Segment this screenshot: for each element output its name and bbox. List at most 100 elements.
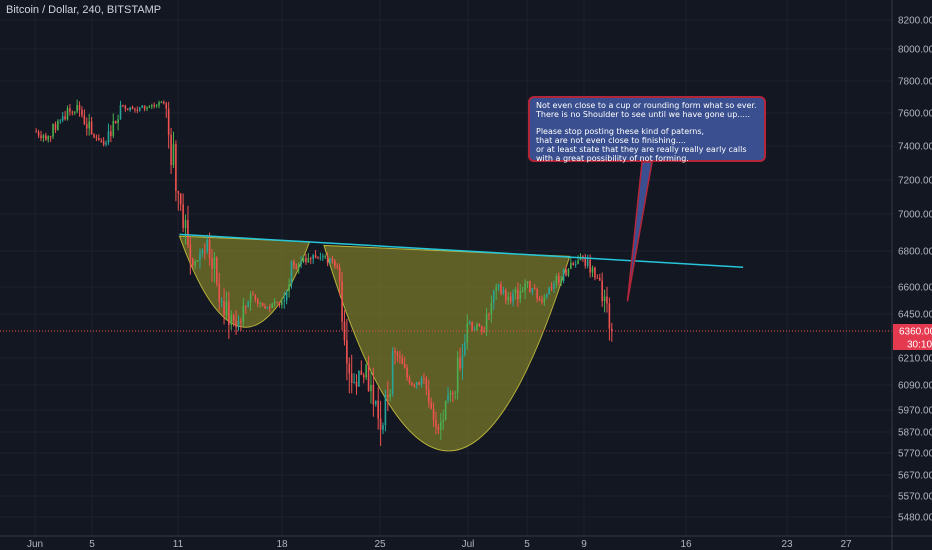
candle-body	[228, 301, 230, 325]
time-tick-label: 5	[524, 539, 530, 550]
candle-body	[189, 244, 192, 259]
candle-body	[377, 400, 379, 419]
candle-body	[211, 258, 213, 269]
candle-body	[358, 370, 360, 387]
candle-body	[305, 257, 307, 263]
candle-body	[471, 322, 473, 330]
candle-body	[432, 408, 435, 420]
candle-body	[85, 124, 88, 129]
time-tick-label: 27	[840, 539, 852, 550]
price-tick-label: 6800.00	[898, 247, 932, 258]
candle-body	[184, 220, 187, 228]
candle-body	[461, 354, 464, 369]
candle-body	[545, 294, 548, 298]
candle-body	[119, 105, 122, 120]
candle-body	[396, 352, 399, 357]
price-tick-label: 7600.00	[898, 109, 932, 120]
candle-body	[223, 301, 225, 316]
price-tick-label: 5480.00	[898, 513, 932, 524]
candle-body	[269, 306, 271, 308]
candle-body	[61, 116, 64, 121]
price-tick-label: 5870.00	[898, 428, 932, 439]
candle-body	[338, 267, 341, 282]
candle-body	[93, 134, 95, 138]
candle-body	[473, 329, 476, 331]
candle-body	[572, 262, 575, 265]
candle-body	[81, 109, 83, 116]
candle-body	[266, 306, 269, 309]
candle-body	[379, 418, 382, 430]
candle-body	[290, 261, 293, 285]
candle-body	[232, 315, 235, 321]
candle-body	[240, 321, 242, 323]
candle-body	[247, 302, 249, 307]
candle-body	[321, 256, 324, 258]
candle-body	[459, 357, 461, 369]
candle-body	[117, 119, 119, 124]
candle-body	[76, 105, 78, 112]
candle-body	[548, 287, 550, 295]
candle-body	[261, 302, 264, 307]
candle-body	[259, 302, 261, 304]
candle-body	[136, 109, 139, 111]
candle-body	[517, 289, 519, 300]
callout-line: or at least state that they are really r…	[536, 145, 747, 154]
candle-body	[355, 381, 358, 387]
price-tick-label: 7200.00	[898, 176, 932, 187]
candle-body	[413, 385, 416, 387]
candle-body	[95, 137, 98, 139]
candle-body	[199, 253, 201, 261]
candle-body	[526, 281, 529, 284]
candle-body	[295, 265, 298, 269]
candle-body	[478, 324, 481, 327]
candle-body	[367, 364, 370, 392]
candle-body	[533, 288, 536, 290]
candle-body	[374, 400, 377, 405]
candle-body	[203, 250, 206, 252]
candle-body	[49, 136, 52, 138]
candle-body	[464, 342, 466, 355]
candle-body	[47, 136, 50, 140]
candle-body	[151, 105, 153, 107]
candle-body	[519, 291, 522, 300]
candle-body	[57, 120, 59, 130]
time-tick-label: 11	[173, 539, 184, 550]
candle-body	[126, 108, 129, 111]
candle-body	[273, 301, 276, 304]
candle-body	[584, 258, 587, 266]
candle-body	[521, 290, 524, 292]
price-tick-label: 5670.00	[898, 471, 932, 482]
candle-body	[100, 140, 103, 142]
price-tick-label: 6600.00	[898, 283, 932, 294]
candle-body	[285, 291, 288, 301]
candle-body	[483, 331, 485, 332]
candle-body	[589, 259, 591, 273]
time-tick-label: 9	[581, 539, 587, 550]
candle-body	[114, 120, 117, 124]
candle-body	[167, 108, 170, 135]
candle-body	[196, 260, 199, 262]
candle-body	[110, 131, 112, 137]
candle-body	[326, 256, 329, 264]
candle-body	[336, 266, 339, 268]
candle-body	[138, 107, 141, 111]
candle-body	[406, 367, 408, 378]
candle-body	[497, 284, 500, 287]
candle-body	[52, 124, 54, 137]
candle-body	[249, 294, 252, 303]
callout-note[interactable]: Not even close to a cup or rounding form…	[528, 96, 766, 163]
candle-body	[423, 377, 425, 379]
candle-body	[454, 392, 457, 394]
price-tick-label: 5570.00	[898, 492, 932, 503]
candle-body	[362, 374, 365, 378]
candle-body	[122, 105, 124, 106]
time-tick-label: Jul	[462, 539, 475, 550]
price-tick-label: 7400.00	[898, 142, 932, 153]
candle-body	[331, 258, 334, 261]
time-tick-label: 16	[680, 539, 692, 550]
last-price-badge	[893, 324, 932, 337]
candle-body	[40, 135, 42, 139]
time-tick-label: 18	[276, 539, 288, 550]
callout-line: Please stop posting these kind of patern…	[536, 127, 705, 136]
